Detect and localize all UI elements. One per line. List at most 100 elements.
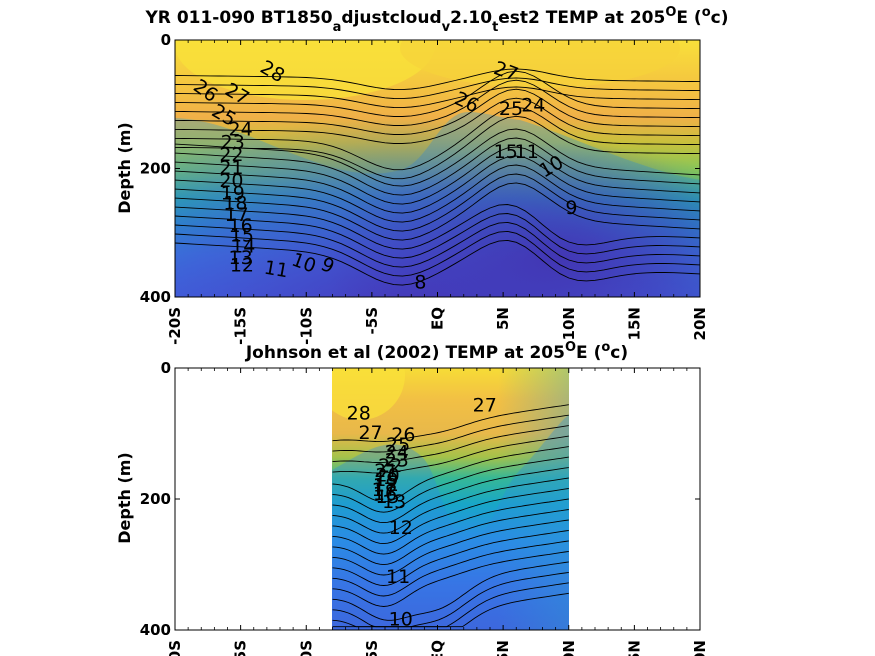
y-axis-label: Depth (m) bbox=[115, 452, 134, 544]
contour-label: 17 bbox=[372, 479, 396, 501]
x-tick-label: -15S bbox=[232, 307, 250, 345]
contour-15 bbox=[332, 540, 569, 597]
x-tick-label: -15S bbox=[232, 640, 250, 656]
x-tick-label: 20N bbox=[691, 307, 709, 340]
contour-22 bbox=[175, 97, 700, 144]
contour-label: 8 bbox=[414, 271, 426, 293]
contour-14 bbox=[175, 173, 700, 232]
x-tick-label: EQ bbox=[429, 307, 447, 330]
y-tick-label: 400 bbox=[140, 288, 171, 306]
contour-label: 10 bbox=[389, 609, 413, 631]
contour-lines bbox=[175, 68, 700, 286]
contour-label: 18 bbox=[373, 474, 397, 496]
contour-label: 27 bbox=[473, 394, 497, 416]
contour-21 bbox=[332, 477, 569, 534]
x-tick-label: EQ bbox=[429, 640, 447, 656]
contour-28 bbox=[332, 404, 569, 443]
contour-13 bbox=[175, 182, 700, 241]
heatmap-field bbox=[175, 40, 700, 297]
contour-label: 28 bbox=[347, 402, 371, 424]
y-axis-label: Depth (m) bbox=[115, 122, 134, 214]
contour-label: 9 bbox=[565, 197, 577, 219]
contour-label: 21 bbox=[374, 460, 398, 482]
contour-label: 11 bbox=[262, 257, 290, 283]
contour-label: 21 bbox=[219, 157, 243, 179]
contour-26 bbox=[332, 425, 569, 463]
contour-27 bbox=[175, 77, 700, 100]
heatmap-field bbox=[332, 368, 569, 630]
contour-label: 11 bbox=[515, 141, 539, 163]
chart-title: YR 011-090 BT1850adjustcloudv2.10test2 T… bbox=[145, 5, 729, 35]
contour-16 bbox=[175, 155, 700, 214]
contour-26 bbox=[175, 86, 700, 109]
contour-18 bbox=[175, 137, 700, 196]
x-tick-label: -20S bbox=[166, 307, 184, 345]
contour-11 bbox=[175, 213, 700, 259]
contour-label: 15 bbox=[494, 141, 518, 163]
contour-10 bbox=[175, 221, 700, 268]
axes: -20S -15S -10S -5S EQ 5N 10N 15N 20N 0 200 400 bbox=[140, 31, 709, 345]
contour-label: 18 bbox=[223, 192, 247, 214]
contour-16 bbox=[332, 529, 569, 586]
panel-observed-section: Johnson et al (2002) TEMP at 205OE (oc) … bbox=[115, 340, 709, 656]
contour-13 bbox=[332, 561, 569, 621]
contour-lines bbox=[332, 404, 569, 628]
contour-28 bbox=[175, 68, 700, 91]
contour-12 bbox=[175, 204, 700, 250]
x-tick-label: -20S bbox=[166, 640, 184, 656]
x-tick-label: -10S bbox=[297, 307, 315, 345]
contour-label: 12 bbox=[230, 255, 254, 277]
contour-15 bbox=[175, 164, 700, 223]
x-tick-label: 5N bbox=[494, 640, 512, 656]
contour-label: 17 bbox=[225, 204, 249, 226]
contour-24 bbox=[332, 446, 569, 503]
x-tick-label: -5S bbox=[363, 640, 381, 656]
y-tick-label: 400 bbox=[140, 621, 171, 639]
contour-23 bbox=[175, 88, 700, 135]
contour-label: 27 bbox=[358, 422, 382, 444]
contour-label: 23 bbox=[221, 131, 245, 153]
contour-label: 25 bbox=[499, 98, 523, 120]
contour-8 bbox=[175, 239, 700, 286]
y-tick-label: 200 bbox=[140, 160, 171, 178]
contour-label: 24 bbox=[229, 118, 253, 140]
contour-label: 15 bbox=[376, 486, 400, 508]
contour-20 bbox=[175, 115, 700, 180]
contour-label: 15 bbox=[230, 224, 254, 246]
contour-label: 19 bbox=[221, 183, 245, 205]
contour-label: 20 bbox=[219, 170, 243, 192]
contour-17 bbox=[332, 519, 569, 576]
contour-label: 14 bbox=[231, 235, 255, 257]
contour-22 bbox=[332, 467, 569, 524]
x-tick-label: -10S bbox=[297, 640, 315, 656]
contour-14 bbox=[332, 550, 569, 607]
contour-label: 13 bbox=[382, 491, 406, 513]
contour-label: 22 bbox=[378, 455, 402, 477]
x-tick-label: 5N bbox=[494, 307, 512, 330]
contour-label: 24 bbox=[521, 95, 545, 117]
x-tick-label: 15N bbox=[625, 307, 643, 340]
contour-label: 13 bbox=[229, 247, 253, 269]
x-tick-label: -5S bbox=[363, 307, 381, 334]
contour-label: 20 bbox=[376, 465, 400, 487]
contour-label: 24 bbox=[385, 442, 409, 464]
contour-19 bbox=[175, 128, 700, 187]
axes: -20S -15S -10S -5S EQ 5N 10N 15N 20N 0 200 400 bbox=[140, 359, 709, 656]
contour-25 bbox=[332, 435, 569, 474]
contour-23 bbox=[332, 456, 569, 513]
x-tick-label: 20N bbox=[691, 640, 709, 656]
chart-title: Johnson et al (2002) TEMP at 205OE (oc) bbox=[245, 340, 628, 364]
contour-label: 11 bbox=[386, 566, 410, 588]
y-tick-label: 200 bbox=[140, 490, 171, 508]
contour-label: 12 bbox=[389, 517, 413, 539]
contour-18 bbox=[332, 509, 569, 566]
contour-label: 19 bbox=[374, 469, 398, 491]
contour-24 bbox=[175, 79, 700, 126]
contour-20 bbox=[332, 488, 569, 545]
panel-model-section: YR 011-090 BT1850adjustcloudv2.10test2 T… bbox=[115, 5, 729, 345]
contour-27 bbox=[332, 414, 569, 453]
y-tick-label: 0 bbox=[161, 31, 171, 49]
x-tick-label: 10N bbox=[560, 640, 578, 656]
